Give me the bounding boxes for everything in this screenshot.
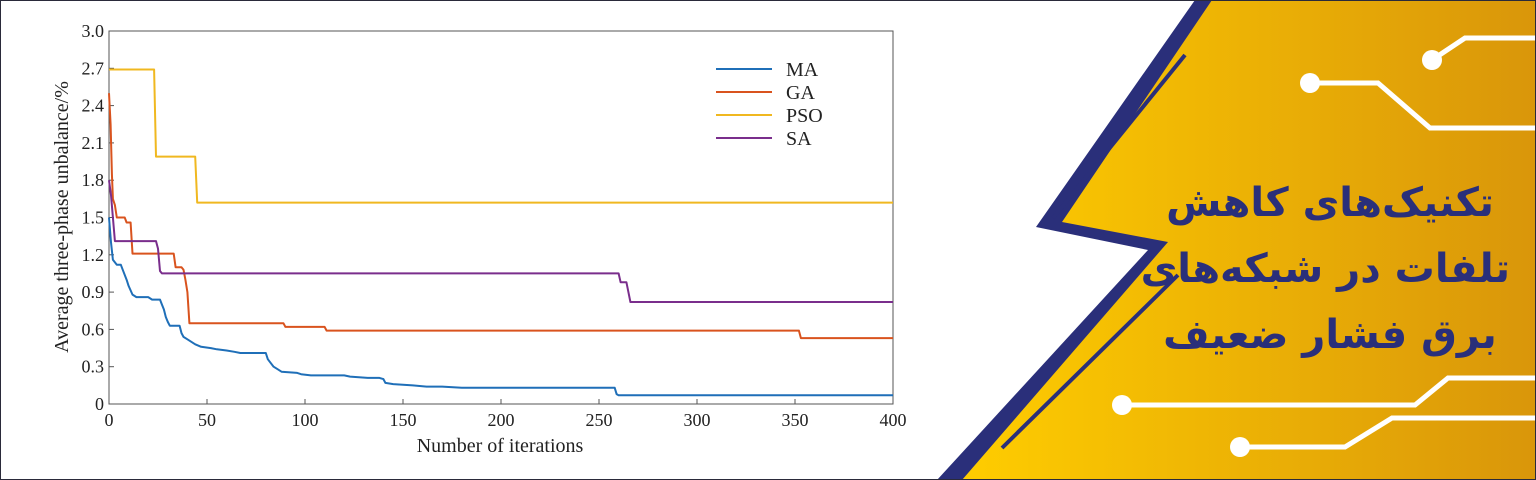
- circuit-lines: [1119, 35, 1536, 450]
- y-tick-label: 2.1: [82, 133, 105, 153]
- y-tick-label: 1.5: [82, 208, 105, 228]
- y-tick-label: 1.2: [82, 245, 105, 265]
- x-tick-label: 300: [684, 410, 711, 430]
- y-tick-label: 0.3: [82, 357, 105, 377]
- circuit-node-icon: [1112, 395, 1132, 415]
- legend-label-sa: SA: [786, 128, 812, 150]
- legend-label-ga: GA: [786, 82, 815, 104]
- banner-title-line-2: تلفات در شبکه‌های: [1140, 246, 1510, 292]
- circuit-node-icon: [1422, 50, 1442, 70]
- x-tick-label: 50: [198, 410, 216, 430]
- y-tick-label: 2.7: [82, 58, 105, 78]
- y-tick-label: 1.8: [82, 170, 105, 190]
- x-tick-label: 100: [292, 410, 319, 430]
- x-tick-label: 350: [782, 410, 809, 430]
- y-tick-label: 0.6: [82, 319, 105, 339]
- circuit-node-icon: [1230, 437, 1250, 457]
- y-tick-label: 3.0: [82, 21, 105, 41]
- x-tick-label: 400: [880, 410, 907, 430]
- banner-title-line-1: تکنیک‌های کاهش: [1166, 180, 1494, 226]
- x-tick-label: 200: [488, 410, 515, 430]
- banner-title-line-3: برق فشار ضعیف: [1163, 312, 1497, 358]
- circuit-node-icon: [1300, 73, 1320, 93]
- line-chart: 0 0.3 0.6 0.9 1.2 1.5 1.8 2.1 2.4 2.7 3.0 0 50 100 15…: [51, 21, 907, 457]
- circuit-dots: [1112, 50, 1442, 457]
- x-axis-label: Number of iterations: [417, 435, 584, 457]
- plot-axes-box: [108, 30, 894, 405]
- y-tick-label: 0.9: [82, 282, 105, 302]
- x-tick-label: 150: [390, 410, 417, 430]
- banner-inner-stripe: [1000, 273, 1180, 450]
- banner-gold-panel: [962, 0, 1536, 480]
- x-tick-label: 0: [105, 410, 114, 430]
- x-tick-label: 250: [586, 410, 613, 430]
- legend-label-pso: PSO: [786, 105, 823, 127]
- series-line-ma: [108, 217, 893, 397]
- y-tick-label: 0: [95, 394, 104, 414]
- y-axis-label: Average three-phase unbalance/%: [51, 81, 73, 353]
- banner-title: تکنیک‌های کاهش تلفات در شبکه‌های برق فشا…: [1140, 170, 1510, 368]
- banner-inner-stripe: [1051, 53, 1187, 220]
- y-tick-label: 2.4: [82, 96, 105, 116]
- series-line-ga: [108, 93, 893, 340]
- series-line-sa: [108, 180, 893, 303]
- series-line-pso: [109, 68, 893, 204]
- legend-label-ma: MA: [786, 59, 819, 81]
